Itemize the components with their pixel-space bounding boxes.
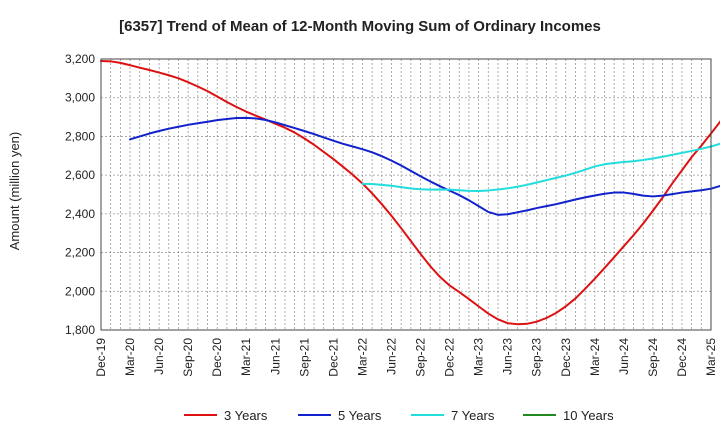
y-tick-label: 2,400 xyxy=(65,207,95,221)
x-tick-label: Jun-24 xyxy=(617,338,631,375)
x-tick-label: Mar-25 xyxy=(704,338,718,376)
x-tick-label: Jun-22 xyxy=(384,338,398,375)
x-tick-labels: Dec-19 Mar-20 Jun-20 Sep-20 Dec-20 Mar-21 Jun-… xyxy=(94,338,718,377)
x-tick-label: Jun-21 xyxy=(268,338,282,375)
series-layer xyxy=(100,59,720,326)
y-tick-label: 2,800 xyxy=(65,129,95,143)
series-line-3-years xyxy=(100,59,720,326)
x-tick-label: Sep-21 xyxy=(297,338,311,377)
y-tick-label: 2,000 xyxy=(65,284,95,298)
x-tick-label: Sep-23 xyxy=(530,338,544,377)
x-tick-label: Sep-24 xyxy=(646,338,660,377)
x-tick-label: Dec-23 xyxy=(559,338,573,377)
x-tick-label: Sep-20 xyxy=(181,338,195,377)
legend-label: 3 Years xyxy=(224,408,268,423)
x-tick-label: Mar-20 xyxy=(123,338,137,376)
legend-label: 5 Years xyxy=(338,408,382,423)
y-tick-label: 2,600 xyxy=(65,168,95,182)
plot-frame xyxy=(100,58,712,331)
x-tick-label: Jun-23 xyxy=(501,338,515,375)
x-tick-label: Jun-20 xyxy=(152,338,166,375)
y-tick-label: 2,200 xyxy=(65,246,95,260)
legend-label: 10 Years xyxy=(563,408,614,423)
x-tick-label: Dec-22 xyxy=(443,338,457,377)
chart-title: [6357] Trend of Mean of 12-Month Moving … xyxy=(119,18,601,35)
y-tick-label: 3,000 xyxy=(65,91,95,105)
y-axis-label: Amount (million yen) xyxy=(7,132,22,251)
x-tick-label: Dec-20 xyxy=(210,338,224,377)
series-line-7-years xyxy=(361,142,720,193)
x-tick-label: Mar-22 xyxy=(355,338,369,376)
y-tick-labels: 1,800 2,000 2,200 2,400 2,600 2,800 3,000 3,200 xyxy=(65,52,95,337)
grid-layer xyxy=(101,59,711,330)
series-line-5-years xyxy=(129,116,720,216)
x-tick-label: Dec-24 xyxy=(675,338,689,377)
x-tick-label: Dec-19 xyxy=(94,338,108,377)
x-tick-label: Mar-24 xyxy=(588,338,602,376)
x-tick-label: Sep-22 xyxy=(414,338,428,377)
x-tick-label: Mar-23 xyxy=(472,338,486,376)
x-tick-label: Mar-21 xyxy=(239,338,253,376)
y-tick-label: 3,200 xyxy=(65,52,95,66)
legend: 3 Years 5 Years 7 Years 10 Years xyxy=(184,408,614,423)
y-tick-label: 1,800 xyxy=(65,323,95,337)
x-tick-label: Dec-21 xyxy=(326,338,340,377)
legend-label: 7 Years xyxy=(451,408,495,423)
